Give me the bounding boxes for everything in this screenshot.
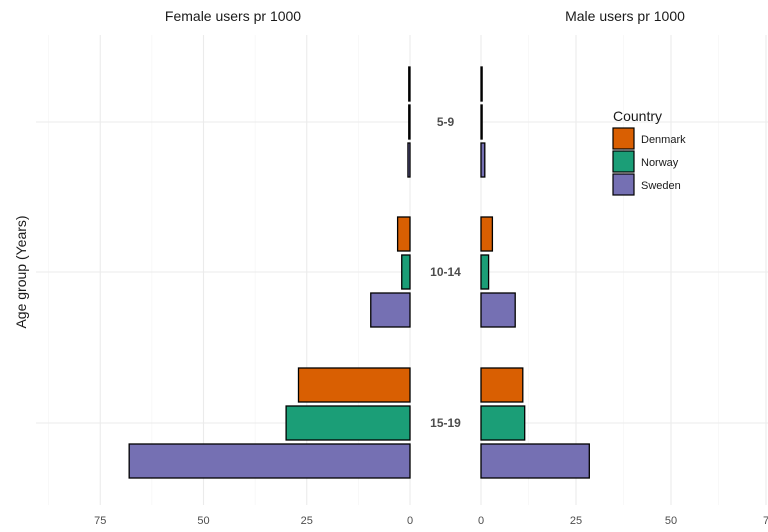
legend-title: Country bbox=[613, 108, 662, 124]
category-label: 10-14 bbox=[430, 265, 461, 279]
legend: Country Denmark Norway Sweden bbox=[612, 108, 686, 196]
legend-label-norway: Norway bbox=[641, 157, 679, 169]
female-x-tick-label: 50 bbox=[197, 515, 209, 527]
bar-male-denmark-10-14 bbox=[480, 216, 494, 252]
male-panel-title: Male users pr 1000 bbox=[565, 8, 685, 24]
bar-male-sweden-15-19 bbox=[480, 443, 590, 479]
bar-male-sweden-5-9 bbox=[480, 142, 486, 178]
labels: 75 50 25 0 0 25 50 7 5-9 10-14 15-19 bbox=[94, 115, 768, 527]
bar-male-norway-15-19 bbox=[480, 405, 526, 441]
bar-male-denmark-15-19 bbox=[480, 367, 524, 403]
male-x-tick-label: 7 bbox=[763, 515, 768, 527]
bar-female-sweden-10-14 bbox=[370, 292, 411, 328]
bar-female-sweden-15-19 bbox=[128, 443, 411, 479]
bar-female-norway-5-9 bbox=[408, 104, 411, 140]
bar-male-sweden-10-14 bbox=[480, 292, 516, 328]
female-x-tick-label: 75 bbox=[94, 515, 106, 527]
legend-key-sweden bbox=[612, 173, 635, 196]
male-x-tick-label: 25 bbox=[570, 515, 582, 527]
bar-female-denmark-10-14 bbox=[396, 216, 411, 252]
female-panel-title: Female users pr 1000 bbox=[165, 8, 301, 24]
bar-male-denmark-5-9 bbox=[480, 66, 483, 102]
female-x-tick-label: 25 bbox=[301, 515, 313, 527]
bars bbox=[128, 66, 590, 479]
y-axis-title: Age group (Years) bbox=[13, 215, 29, 328]
legend-label-sweden: Sweden bbox=[641, 180, 681, 192]
male-x-tick-label: 0 bbox=[478, 515, 484, 527]
legend-key-denmark bbox=[612, 127, 635, 150]
legend-key-norway bbox=[612, 150, 635, 173]
bar-female-denmark-15-19 bbox=[297, 367, 411, 403]
female-x-tick-label: 0 bbox=[407, 515, 413, 527]
legend-label-denmark: Denmark bbox=[641, 134, 686, 146]
bar-female-denmark-5-9 bbox=[408, 66, 411, 102]
category-label: 5-9 bbox=[437, 115, 455, 129]
bar-female-norway-10-14 bbox=[401, 254, 411, 290]
category-label: 15-19 bbox=[430, 416, 461, 430]
bar-female-sweden-5-9 bbox=[407, 142, 411, 178]
bar-male-norway-10-14 bbox=[480, 254, 490, 290]
bar-male-norway-5-9 bbox=[480, 104, 483, 140]
male-x-tick-label: 50 bbox=[665, 515, 677, 527]
bar-female-norway-15-19 bbox=[285, 405, 411, 441]
